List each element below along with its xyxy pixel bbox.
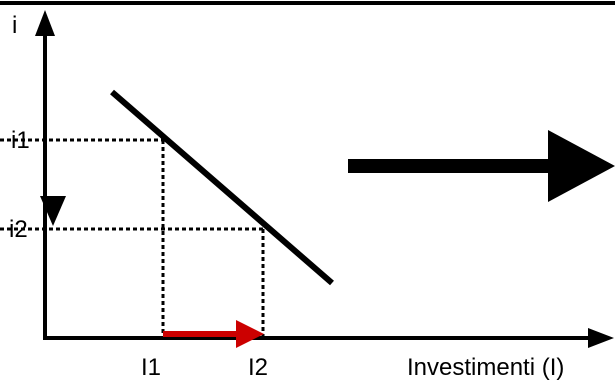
interest-fall-arrowhead [40, 196, 66, 226]
tick-label-i2: i2 [9, 216, 28, 243]
x-axis-arrowhead [588, 328, 614, 348]
tick-label-I1: I1 [141, 354, 161, 381]
big-right-arrow-shaft [348, 159, 552, 173]
investment-shift-arrowhead [236, 320, 264, 348]
y-axis-arrowhead [35, 10, 55, 36]
tick-label-i1: i1 [11, 127, 30, 154]
investment-demand-curve [110, 89, 334, 286]
y-axis-label: i [12, 12, 17, 39]
big-right-arrowhead [548, 130, 615, 202]
x-axis-label: Investimenti (I) [407, 354, 564, 381]
tick-label-I2: I2 [248, 354, 268, 381]
